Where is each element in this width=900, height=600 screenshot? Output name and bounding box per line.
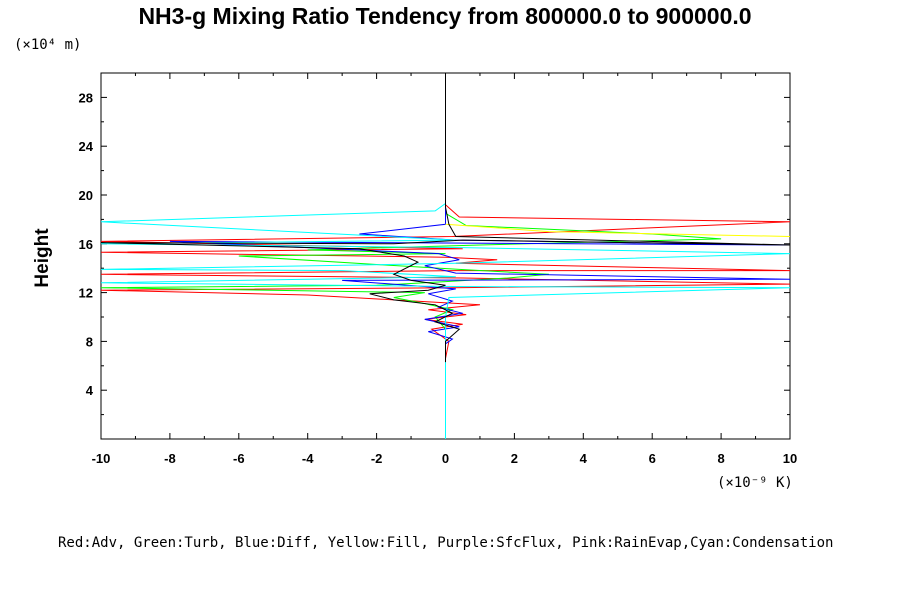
y-tick-label: 4 <box>86 383 94 398</box>
x-tick-label: -10 <box>92 451 111 466</box>
y-tick-label: 20 <box>79 188 93 203</box>
legend-text: Red:Adv, Green:Turb, Blue:Diff, Yellow:F… <box>58 535 833 551</box>
y-axis-label: Height <box>32 228 53 288</box>
series-line-condensation <box>100 73 791 439</box>
y-tick-label: 24 <box>79 139 94 154</box>
chart-title: NH3-g Mixing Ratio Tendency from 800000.… <box>138 3 751 29</box>
series-line-fill <box>445 223 791 237</box>
series-line-unnamed <box>100 73 791 363</box>
data-series <box>100 73 791 439</box>
x-tick-label: 0 <box>442 451 449 466</box>
x-tick-label: -2 <box>371 451 383 466</box>
x-tick-label: 8 <box>717 451 724 466</box>
series-line-turb <box>100 73 722 359</box>
x-tick-label: -8 <box>164 451 176 466</box>
x-tick-label: -4 <box>302 451 314 466</box>
x-axis-unit: (×10⁻⁹ K) <box>717 475 793 491</box>
x-tick-label: -6 <box>233 451 245 466</box>
x-tick-label: 6 <box>649 451 656 466</box>
y-tick-label: 16 <box>79 237 93 252</box>
x-tick-label: 4 <box>580 451 588 466</box>
y-axis-unit: (×10⁴ m) <box>14 37 81 53</box>
y-tick-label: 12 <box>79 286 93 301</box>
y-tick-label: 28 <box>79 90 93 105</box>
y-tick-label: 8 <box>86 334 93 349</box>
x-tick-label: 2 <box>511 451 518 466</box>
x-tick-label: 10 <box>783 451 797 466</box>
